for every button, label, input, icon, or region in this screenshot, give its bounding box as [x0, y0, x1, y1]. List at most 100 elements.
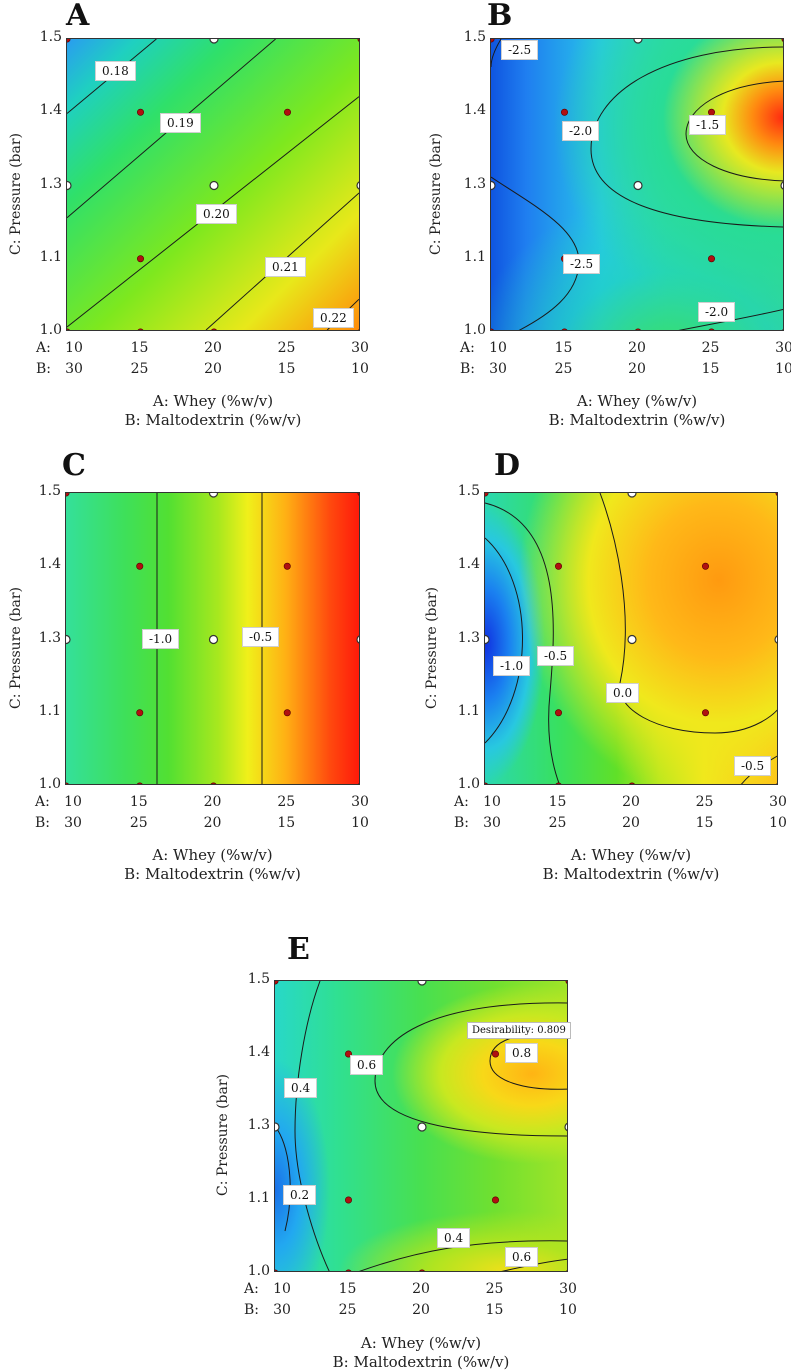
contour-label: -1.0 — [142, 629, 180, 649]
y-tick-label: 1.5 — [39, 29, 62, 45]
panel-letter: E — [287, 932, 310, 967]
contour-label: 0.18 — [95, 61, 136, 81]
x-tick-label-b: 15 — [695, 815, 714, 831]
panel-b: B -2.5 -2.0 -1.5 -2.5 -2.0 1.5 1.4 1.3 1.1 1… — [0, 0, 791, 440]
y-tick-label: 1.4 — [247, 1044, 270, 1060]
x-axis-label-b: B: Maltodextrin (%w/v) — [548, 411, 726, 429]
design-point — [708, 328, 715, 330]
design-point — [67, 328, 70, 330]
x-tick-label-a: 15 — [130, 340, 149, 356]
design-point — [561, 108, 569, 116]
contour-label: -2.5 — [563, 254, 601, 274]
center-point — [417, 981, 427, 986]
design-point — [67, 39, 71, 43]
y-tick-label: 1.4 — [38, 556, 61, 573]
x-tick-label-a: 25 — [485, 1281, 504, 1297]
y-tick-label: 1.1 — [457, 702, 480, 719]
contour-label: -1.5 — [689, 115, 727, 135]
center-point — [67, 180, 72, 191]
y-tick-label: 1.3 — [39, 175, 62, 192]
center-point — [209, 180, 219, 191]
plot-area — [66, 38, 360, 331]
x-tick-label-a: 25 — [277, 340, 296, 356]
x-row-b-prefix: B: — [35, 815, 51, 831]
contour-label: -0.5 — [734, 756, 772, 776]
design-point — [485, 493, 489, 497]
x-axis-label-b: B: Maltodextrin (%w/v) — [124, 411, 302, 429]
x-tick-label-b: 30 — [64, 815, 82, 831]
y-tick-label: 1.4 — [39, 102, 62, 119]
contour-label: 0.19 — [160, 113, 201, 133]
design-points — [67, 39, 359, 330]
x-axis-label-b: B: Maltodextrin (%w/v) — [542, 865, 720, 883]
contour-label: 0.21 — [265, 257, 306, 277]
center-point — [275, 1122, 280, 1132]
x-tick-label-b: 30 — [483, 815, 501, 831]
design-point — [566, 1270, 567, 1271]
center-point — [417, 1122, 427, 1132]
x-tick-label-b: 25 — [129, 815, 148, 831]
x-row-a-prefix: A: — [454, 794, 469, 810]
x-tick-label-a: 15 — [129, 794, 148, 810]
center-point — [627, 634, 637, 645]
design-point — [629, 782, 635, 784]
contour-label: -2.0 — [698, 302, 736, 322]
center-point — [627, 493, 637, 498]
center-point — [208, 634, 219, 645]
x-axis-label-a: A: Whey (%w/v) — [360, 1334, 482, 1352]
x-row-b-prefix: B: — [460, 361, 476, 377]
y-tick-label: 1.0 — [457, 776, 480, 792]
design-point — [702, 562, 710, 570]
x-tick-label-a: 15 — [338, 1281, 357, 1297]
x-axis-label-b: B: Maltodextrin (%w/v) — [124, 865, 301, 883]
design-point — [358, 329, 359, 330]
x-tick-label-a: 30 — [775, 340, 791, 356]
design-point — [136, 709, 144, 717]
x-tick-label-b: 20 — [622, 815, 640, 831]
x-tick-label-b: 10 — [775, 361, 791, 377]
x-tick-label-a: 15 — [548, 794, 567, 810]
design-point — [565, 981, 567, 984]
design-point — [345, 1269, 352, 1271]
contour-label: 0.4 — [284, 1078, 318, 1098]
x-tick-label-b: 15 — [277, 815, 296, 831]
x-tick-label-b: 10 — [559, 1302, 577, 1318]
design-point — [492, 1050, 500, 1058]
contour-label: 0.22 — [313, 308, 354, 328]
x-row-a-prefix: A: — [460, 340, 475, 356]
design-point — [275, 1269, 278, 1271]
contour-label: 0.2 — [283, 1185, 317, 1205]
contour-label: -0.5 — [537, 646, 575, 666]
x-row-a-prefix: A: — [35, 794, 50, 810]
design-points — [485, 493, 777, 784]
design-point — [358, 783, 359, 784]
x-tick-label-b: 10 — [351, 815, 369, 831]
x-tick-label-b: 10 — [769, 815, 787, 831]
x-tick-label-b: 20 — [204, 361, 222, 377]
x-row-b-prefix: B: — [36, 361, 52, 377]
x-tick-label-b: 20 — [203, 815, 222, 831]
x-tick-label-b: 25 — [338, 1302, 357, 1318]
center-point — [485, 634, 490, 645]
design-point — [702, 709, 710, 717]
center-point — [66, 634, 71, 645]
design-point — [137, 108, 145, 116]
x-tick-label-a: 30 — [351, 794, 369, 810]
design-point — [491, 39, 495, 43]
plot-area — [65, 492, 360, 785]
design-point — [137, 328, 144, 330]
y-tick-label: 1.5 — [457, 483, 480, 499]
contour-label: 0.6 — [350, 1055, 384, 1075]
y-tick-label: 1.0 — [463, 322, 486, 338]
center-point — [356, 635, 359, 644]
center-point — [356, 181, 359, 190]
x-tick-label-b: 20 — [412, 1302, 430, 1318]
x-tick-label-b: 25 — [130, 361, 149, 377]
design-point — [561, 328, 568, 330]
design-point — [357, 493, 359, 496]
contour-label: -2.5 — [501, 40, 539, 60]
center-point — [564, 1122, 567, 1132]
plot-area — [484, 492, 778, 785]
panel-letter: A — [66, 0, 90, 33]
x-tick-label-a: 30 — [351, 340, 369, 356]
